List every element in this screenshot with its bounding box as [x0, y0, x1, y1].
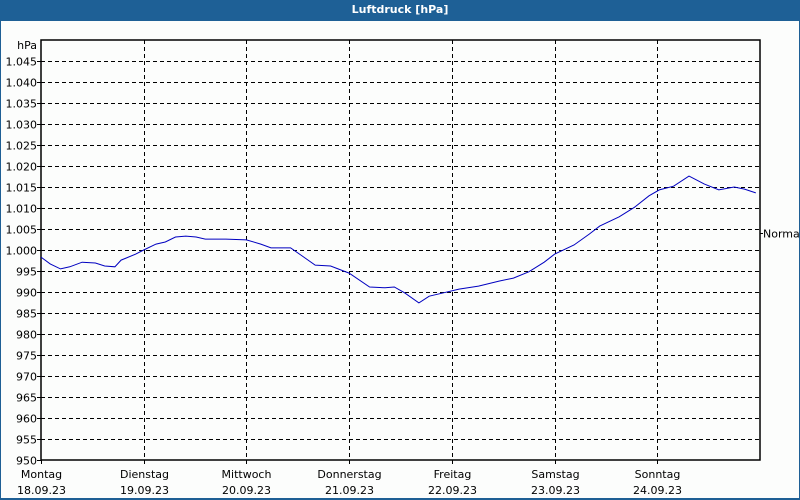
- y-tick-label: 1.010: [6, 203, 38, 216]
- y-tick-label: 955: [16, 434, 37, 447]
- y-tick-label: 1.005: [6, 224, 38, 237]
- x-tick-date: 22.09.23: [428, 484, 477, 497]
- x-tick-day: Freitag: [434, 468, 472, 481]
- x-tick-day: Montag: [21, 468, 62, 481]
- y-tick-label: 1.000: [6, 245, 38, 258]
- x-tick-day: Donnerstag: [317, 468, 381, 481]
- y-tick-label: 995: [16, 266, 37, 279]
- y-tick-label: 1.030: [6, 119, 38, 132]
- x-tick-date: 23.09.23: [531, 484, 580, 497]
- x-tick-date: 21.09.23: [325, 484, 374, 497]
- x-tick-day: Sonntag: [635, 468, 681, 481]
- x-tick-date: 18.09.23: [17, 484, 66, 497]
- y-tick-label: 1.040: [6, 77, 38, 90]
- x-tick-day: Samstag: [531, 468, 579, 481]
- y-tick-label: 1.020: [6, 161, 38, 174]
- y-tick-label: 950: [16, 455, 37, 468]
- y-axis: 950 955 960 965 970 975 980 985 990 995 1.000 1.005…: [6, 39, 41, 468]
- y-tick-label: 1.015: [6, 182, 38, 195]
- y-tick-label: 985: [16, 308, 37, 321]
- x-tick-day: Dienstag: [120, 468, 169, 481]
- x-axis: Montag 18.09.23 Dienstag 19.09.23 Mittwoch 20…: [17, 460, 682, 497]
- plot-area: [40, 39, 761, 461]
- x-tick-date: 24.09.23: [633, 484, 682, 497]
- normal-label: Normal: [763, 228, 800, 241]
- x-tick-date: 19.09.23: [120, 484, 169, 497]
- y-tick-label: 1.035: [6, 98, 38, 111]
- y-tick-label: 1.025: [6, 140, 38, 153]
- pressure-series-line: [40, 175, 756, 304]
- y-tick-label: 965: [16, 392, 37, 405]
- y-tick-label: 980: [16, 329, 37, 342]
- x-tick-day: Mittwoch: [222, 468, 272, 481]
- y-tick-label: 960: [16, 413, 37, 426]
- x-tick-date: 20.09.23: [222, 484, 271, 497]
- grid-lines: [41, 40, 760, 460]
- chart-title: Luftdruck [hPa]: [0, 0, 800, 21]
- y-axis-unit: hPa: [17, 39, 37, 52]
- y-tick-label: 975: [16, 350, 37, 363]
- y-tick-label: 1.045: [6, 56, 38, 69]
- y-tick-label: 990: [16, 287, 37, 300]
- y-tick-label: 970: [16, 371, 37, 384]
- normal-reference: Normal: [760, 228, 800, 241]
